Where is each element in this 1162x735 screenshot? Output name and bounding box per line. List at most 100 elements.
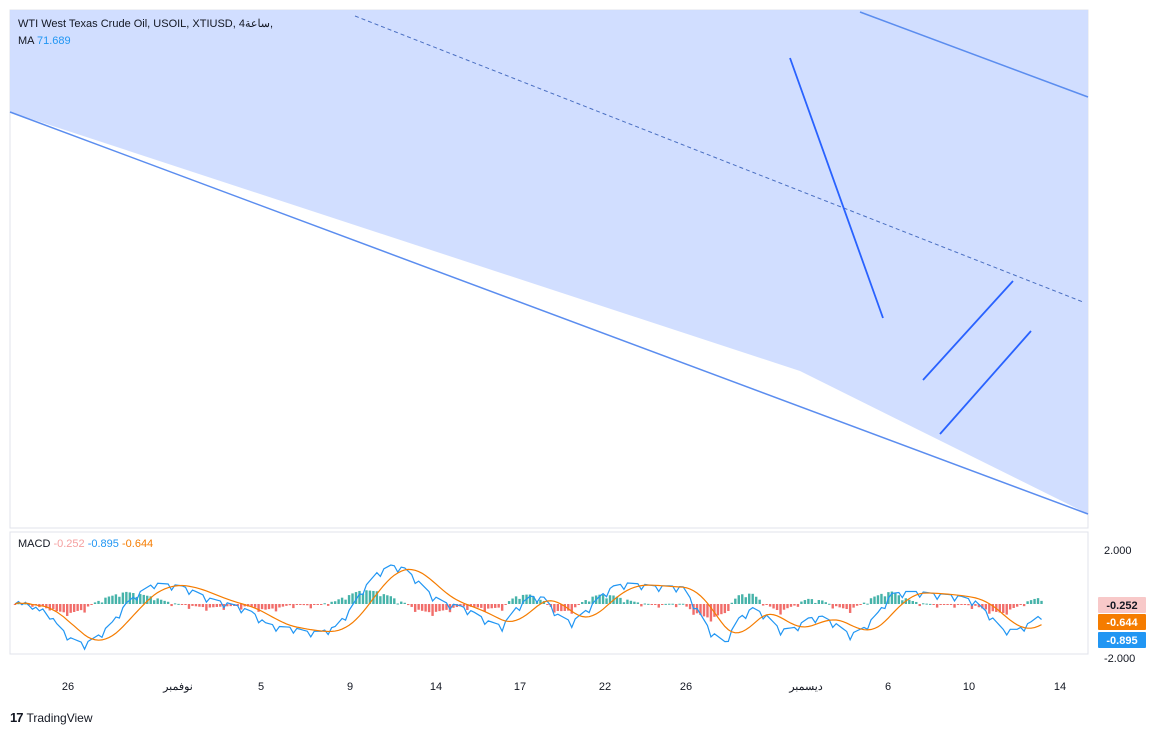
tradingview-mark-icon: 17 [10,710,24,725]
macd-histogram-bar [215,604,219,607]
macd-histogram-bar [949,604,953,605]
macd-histogram-bar [52,604,55,610]
macd-histogram-bar [674,604,678,608]
macd-histogram-bar [393,598,396,604]
macd-histogram-bar [591,596,594,604]
macd-histogram-bar [417,604,420,610]
macd-histogram-bar [201,604,205,608]
macd-histogram-bar [709,604,713,622]
macd-histogram-bar [139,594,142,604]
macd-histogram-bar [587,601,591,604]
macd-histogram-bar [828,603,831,605]
ma-label: MA [18,35,34,47]
macd-histogram-bar [354,592,358,604]
macd-histogram-bar [274,604,278,612]
x-tick-label: 14 [430,681,442,693]
macd-histogram-bar [633,601,636,604]
macd-histogram-bar [692,604,695,615]
macd-histogram-bar [911,600,914,604]
macd-histogram-bar [922,603,925,605]
tradingview-text: TradingView [26,710,93,725]
x-tick-label: 26 [680,681,692,693]
macd-histogram-bar [824,602,827,604]
macd-histogram-bar [754,596,758,604]
macd-histogram-bar [410,604,413,607]
macd-histogram-bar [741,594,744,604]
trend-line-drop [789,57,884,319]
macd-histogram-bar [970,604,974,609]
macd-histogram-bar [264,604,267,610]
macd-histogram-bar [859,604,862,605]
macd-histogram-bar [31,604,34,607]
wedge-lower-line [939,330,1032,435]
macd-histogram-bar [716,604,720,616]
macd-histogram-bar [772,604,775,609]
macd-histogram-bar [320,604,323,605]
macd-histogram-bar [146,595,149,604]
ma-value: 71.689 [36,35,71,47]
macd-histogram-bar [817,600,821,604]
macd-histogram-bar [121,592,125,604]
macd-histogram-bar [998,604,1001,613]
macd-histogram-bar [424,604,427,612]
macd-value-tag-label: -0.252 [1106,600,1137,612]
macd-histogram-bar [260,604,264,610]
macd-histogram-bar [1040,600,1043,604]
macd-histogram-bar [932,604,935,605]
macd-histogram-bar [960,604,963,605]
macd-histogram-bar [880,593,883,604]
macd-histogram-bar [1019,604,1022,605]
macd-histogram-bar [250,604,253,607]
macd-histogram-bar [890,591,894,604]
macd-histogram-bar [845,604,848,610]
wedge-upper-line [922,280,1014,381]
macd-histogram-bar [400,601,403,604]
macd-histogram-bar [434,604,438,612]
macd-histogram-bar [487,604,490,609]
macd-histogram-bar [473,604,476,608]
macd-histogram-bar [1026,601,1029,604]
macd-histogram-bar [514,596,518,604]
macd-histogram-bar [219,604,222,607]
macd-histogram-bar [253,604,257,608]
macd-histogram-bar [142,594,145,604]
macd-histogram-bar [942,604,946,605]
tradingview-logo[interactable]: 17 TradingView [10,710,93,725]
macd-histogram-bar [420,604,424,611]
macd-histogram-bar [838,604,841,608]
macd-tick-label: 2.000 [1104,545,1132,557]
ma-legend: MA 71.689 [18,35,71,47]
macd-histogram-bar [821,600,824,604]
macd-histogram-bar [532,596,535,604]
macd-histogram-bar [326,604,330,606]
macd-histogram-bar [956,604,960,605]
macd-histogram-bar [212,604,215,608]
macd-histogram-bar [953,604,956,608]
macd-histogram-bar [678,603,681,605]
macd-histogram-bar [292,604,295,609]
macd-histogram-bar [431,604,434,616]
macd-histogram-bar [340,597,344,604]
x-tick-label: 14 [1054,681,1066,693]
macd-histogram-bar [27,604,31,606]
macd-value-tag-label: -0.895 [1106,635,1137,647]
macd-histogram-bar [601,594,605,604]
macd-histogram-bar [62,604,65,613]
macd-histogram-bar [577,604,580,605]
macd-histogram-bar [556,604,560,612]
x-tick-label: 10 [963,681,975,693]
macd-histogram-bar [13,604,17,605]
macd-histogram-bar [379,596,382,604]
macd-histogram-bar [939,604,942,605]
macd-histogram-bar [727,604,730,611]
macd-histogram-bar [789,604,793,607]
macd-histogram-bar [636,602,640,604]
macd-tick-label: -2.000 [1104,653,1135,665]
macd-histogram-bar [267,604,271,610]
macd-histogram-bar [299,604,302,605]
macd-histogram-bar [1009,604,1012,610]
channel-lower-line [9,111,1089,515]
macd-histogram-bar [156,598,159,604]
macd-line-value: -0.895 [87,538,119,550]
